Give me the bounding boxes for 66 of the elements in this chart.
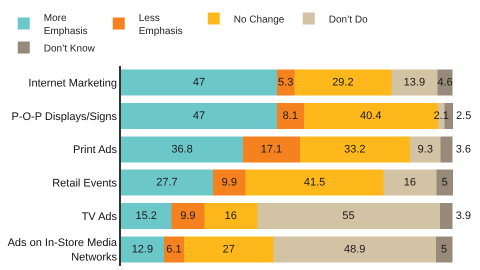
data-label: 15.2	[136, 210, 157, 222]
data-label: 27.7	[156, 176, 178, 189]
data-label: 4.6	[437, 76, 453, 89]
bar	[300, 136, 410, 162]
bar	[121, 236, 164, 262]
data-label: 2.5	[456, 110, 472, 122]
bar	[257, 203, 440, 229]
bar	[383, 170, 436, 196]
y-tick-label: P-O-P Displays/Signs	[11, 110, 118, 123]
bar	[294, 70, 392, 96]
y-tick-label: TV Ads	[82, 210, 118, 223]
bar	[436, 170, 454, 196]
bar	[121, 103, 277, 129]
legend-label: No Change	[234, 14, 285, 26]
bar	[184, 236, 274, 262]
data-label: 16	[404, 176, 416, 189]
data-label: 17.1	[260, 143, 282, 156]
data-label: 9.9	[180, 210, 196, 222]
data-label: 3.6	[456, 143, 471, 156]
y-tick-label: Ads on In-Store Media Networks	[8, 237, 118, 264]
bar	[121, 70, 277, 96]
data-label: 47	[192, 110, 206, 122]
data-label: 9.9	[222, 176, 237, 189]
bar	[171, 203, 204, 229]
data-label: 8.1	[282, 110, 298, 122]
data-label: 5.3	[278, 76, 294, 89]
data-label: 40.4	[360, 110, 382, 122]
data-label: 33.2	[344, 143, 366, 156]
data-label: 55	[342, 210, 355, 222]
data-label: 48.9	[344, 243, 366, 256]
data-label: 41.5	[304, 176, 326, 189]
data-label: 9.3	[418, 143, 433, 156]
legend-label: Don’t Know	[44, 43, 96, 54]
bar	[440, 136, 453, 162]
data-label: 6.1	[166, 243, 182, 256]
data-label: 12.9	[132, 243, 154, 256]
y-tick-label: Retail Events	[52, 178, 118, 190]
data-label: 16	[224, 210, 237, 222]
data-label: 47	[192, 76, 206, 89]
data-label: 27	[222, 243, 235, 256]
data-label: 29.2	[332, 76, 354, 89]
bar	[276, 103, 304, 129]
data-label: 5	[442, 176, 448, 189]
bar	[204, 203, 258, 229]
bar	[410, 136, 441, 162]
y-tick-label: Print Ads	[73, 144, 118, 156]
bar	[164, 236, 184, 262]
data-label: 5	[440, 243, 448, 256]
bar	[121, 203, 172, 229]
legend-label: Less Emphasis	[138, 12, 183, 37]
bar	[243, 136, 300, 162]
bar	[121, 170, 213, 196]
bar	[440, 203, 453, 229]
bar	[391, 70, 438, 96]
legend-label: Don’t Do	[328, 14, 368, 26]
bar	[274, 236, 436, 262]
bar	[212, 170, 246, 196]
data-label: 13.9	[404, 76, 426, 89]
bar	[121, 136, 244, 162]
data-label: 2.1	[434, 110, 449, 122]
data-label: 3.9	[456, 210, 471, 222]
bar	[436, 236, 452, 262]
legend-label: More Emphasis	[44, 12, 88, 37]
bar	[246, 170, 384, 196]
data-label: 36.8	[171, 143, 193, 156]
y-tick-label: Internet Marketing	[28, 78, 118, 90]
